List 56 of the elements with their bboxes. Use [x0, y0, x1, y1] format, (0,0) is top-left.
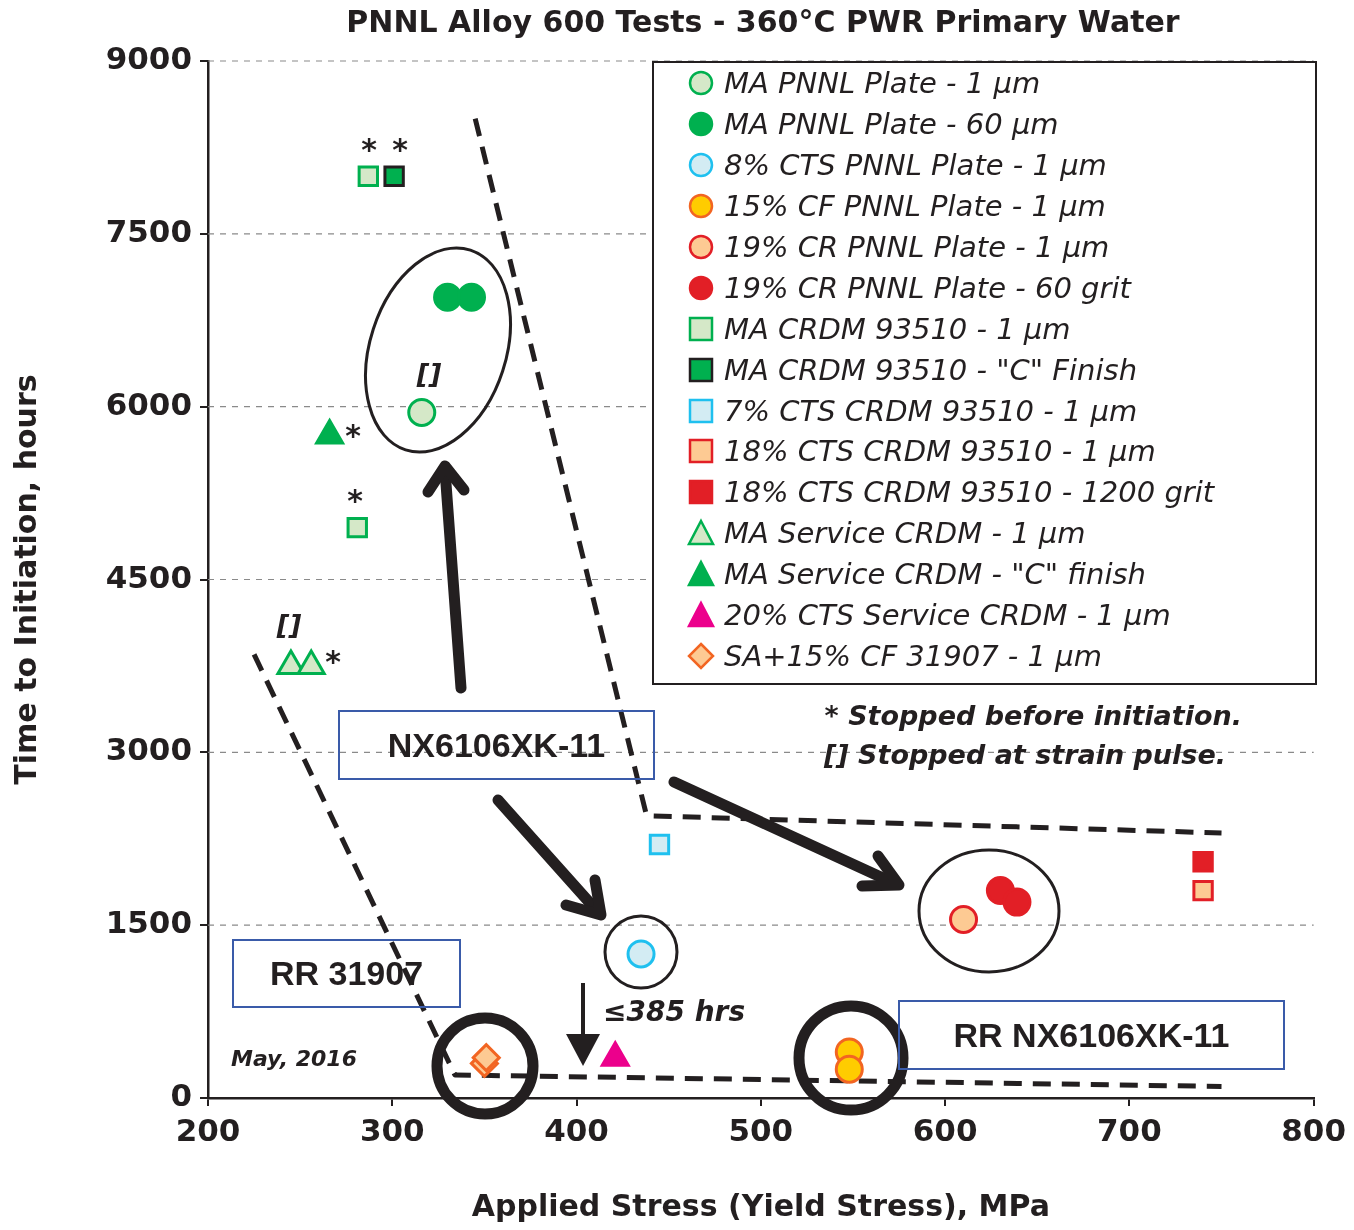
annotation: *	[361, 132, 377, 167]
point	[407, 397, 437, 427]
annotation: [] Stopped at strain pulse.	[823, 739, 1226, 770]
x-tick-label: 200	[175, 1111, 241, 1148]
chart-title: PNNL Alloy 600 Tests - 360°C PWR Primary Water	[345, 4, 1181, 39]
x-tick-label: 300	[359, 1111, 425, 1148]
annotation: RR 31907	[232, 939, 461, 1008]
y-tick-label: 7500	[105, 212, 192, 249]
annotation: []	[276, 608, 302, 640]
point	[457, 282, 487, 312]
point	[383, 165, 405, 187]
y-axis-title: Time to Initiation, hours	[7, 374, 43, 785]
point	[1002, 887, 1032, 917]
legend-label: MA Service CRDM - "C" finish	[724, 557, 1146, 592]
legend-label: 7% CTS CRDM 93510 - 1 µm	[724, 393, 1138, 428]
legend-label: SA+15% CF 31907 - 1 µm	[724, 638, 1102, 673]
legend-label: 19% CR PNNL Plate - 1 µm	[724, 230, 1110, 264]
legend-label: MA CRDM 93510 - "C" Finish	[724, 352, 1138, 387]
y-tick-label: 9000	[105, 40, 192, 77]
annotation: *	[392, 132, 408, 167]
annotation: *	[347, 483, 363, 518]
point	[1192, 879, 1214, 902]
y-tick-label: 6000	[105, 385, 192, 422]
point	[648, 833, 671, 856]
point	[346, 516, 368, 539]
x-tick-label: 700	[1097, 1111, 1162, 1148]
legend-label: MA CRDM 93510 - 1 µm	[724, 311, 1071, 346]
y-tick-label: 4500	[105, 558, 192, 595]
y-tick-label: 0	[170, 1077, 192, 1114]
annotation: ≤385 hrs	[603, 995, 746, 1028]
x-tick-label: 400	[544, 1111, 609, 1148]
legend-label: 18% CTS CRDM 93510 - 1200 grit	[724, 475, 1215, 510]
annotation: NX6106XK-11	[338, 710, 655, 780]
legend-label: MA PNNL Plate - 1 µm	[724, 66, 1041, 101]
x-tick-label: 500	[728, 1111, 794, 1148]
legend-label: 19% CR PNNL Plate - 60 grit	[724, 270, 1131, 305]
x-axis-title: Applied Stress (Yield Stress), MPa	[471, 1187, 1050, 1223]
annotation: []	[416, 357, 442, 389]
x-tick-label: 600	[912, 1111, 978, 1148]
legend-label: 8% CTS PNNL Plate - 1 µm	[724, 148, 1107, 183]
annotation: RR NX6106XK-11	[898, 1000, 1285, 1070]
annotation: May, 2016	[231, 1046, 357, 1071]
x-tick-label: 800	[1281, 1111, 1346, 1148]
y-tick-label: 3000	[105, 731, 192, 768]
point	[1192, 851, 1214, 873]
legend-label: 20% CTS Service CRDM - 1 µm	[724, 598, 1171, 633]
legend-label: 18% CTS CRDM 93510 - 1 µm	[724, 434, 1156, 469]
legend-label: MA PNNL Plate - 60 µm	[724, 107, 1059, 142]
annotation: *	[325, 644, 341, 679]
legend-label: MA Service CRDM - 1 µm	[724, 516, 1086, 551]
point	[949, 904, 979, 934]
legend-label: 15% CF PNNL Plate - 1 µm	[724, 189, 1106, 224]
point	[357, 165, 380, 187]
annotation: *	[345, 418, 361, 453]
annotation: * Stopped before initiation.	[824, 700, 1242, 731]
y-tick-label: 1500	[105, 904, 192, 941]
